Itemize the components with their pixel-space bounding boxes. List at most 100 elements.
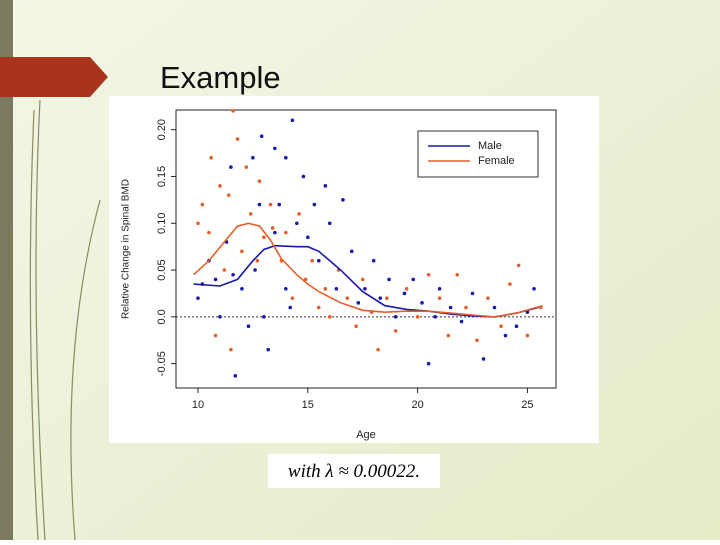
point: [371, 258, 376, 263]
plot: 10 15 20 25 -0.05 0.0 0.05 0.10 0.15 0.20 Age Relat…: [121, 109, 557, 441]
point: [312, 202, 317, 207]
point: [481, 357, 486, 361]
point: [213, 277, 218, 282]
y-tick-label: -0.05: [156, 351, 168, 376]
point: [525, 333, 530, 338]
point: [297, 212, 301, 216]
caption: with λ ≈ 0.00022.: [288, 461, 420, 482]
point: [411, 277, 416, 282]
point: [378, 296, 383, 300]
point: [316, 305, 321, 310]
point: [341, 198, 345, 202]
decor-lines: [29, 99, 101, 541]
point: [255, 258, 260, 263]
point: [248, 212, 253, 216]
point: [259, 134, 264, 139]
point: [207, 230, 211, 235]
title-arrow: [0, 57, 108, 97]
point: [290, 296, 295, 300]
point: [448, 305, 453, 310]
point: [262, 315, 266, 319]
point: [459, 319, 464, 324]
point: [213, 333, 218, 338]
point: [273, 230, 277, 235]
point: [508, 282, 512, 286]
slide-title: Example: [160, 60, 281, 95]
point: [209, 155, 213, 160]
point: [464, 305, 468, 310]
point: [437, 296, 442, 300]
point: [273, 146, 277, 151]
point: [360, 277, 365, 282]
point: [433, 315, 437, 319]
point: [251, 155, 255, 160]
point: [277, 202, 282, 207]
point: [196, 296, 200, 300]
point: [503, 333, 508, 338]
y-tick-label: 0.20: [156, 119, 168, 140]
point: [295, 221, 299, 226]
point: [323, 286, 328, 291]
point: [222, 268, 227, 272]
point: [310, 258, 314, 263]
point: [316, 258, 321, 263]
point: [284, 230, 288, 235]
point: [226, 193, 231, 197]
fit-line: [193, 244, 539, 318]
point: [231, 272, 235, 277]
point: [257, 202, 262, 207]
point: [235, 137, 240, 141]
point: [327, 315, 332, 319]
point: [268, 202, 273, 207]
point: [270, 226, 275, 230]
point: [262, 235, 266, 240]
point: [284, 286, 288, 291]
point: [303, 277, 308, 282]
point: [240, 286, 244, 291]
point: [246, 324, 251, 329]
x-axis-label: Age: [356, 429, 376, 441]
legend-box: [417, 130, 539, 178]
point: [376, 347, 380, 352]
point: [323, 184, 328, 188]
point: [393, 329, 398, 333]
caption-box: [268, 454, 440, 488]
point: [420, 301, 424, 305]
point: [470, 291, 475, 296]
x-tick-label: 10: [192, 399, 204, 411]
y-tick-label: 0.05: [156, 259, 168, 280]
point: [363, 286, 367, 291]
point: [393, 315, 398, 319]
point: [200, 202, 205, 207]
side-bar: [0, 0, 13, 540]
point: [486, 296, 490, 300]
x-tick-label: 25: [521, 399, 533, 411]
point: [387, 277, 391, 282]
y-axis-label: Relative Change in Spinal BMD: [121, 179, 132, 319]
point: [426, 272, 431, 277]
point: [475, 338, 479, 343]
point: [492, 305, 497, 310]
x-tick-label: 15: [302, 399, 314, 411]
point: [231, 109, 235, 113]
point: [532, 286, 536, 291]
point: [196, 221, 200, 226]
point: [233, 374, 238, 378]
legend-label: Female: [478, 155, 515, 167]
point: [499, 324, 503, 329]
point: [402, 291, 407, 296]
point: [345, 296, 350, 300]
point: [284, 155, 288, 160]
point: [290, 118, 295, 123]
point: [266, 347, 271, 352]
point: [404, 286, 409, 291]
point: [516, 263, 521, 268]
plot-frame: [175, 109, 557, 389]
point: [514, 324, 519, 329]
fit-line: [193, 222, 544, 318]
point: [334, 286, 339, 291]
point: [426, 361, 431, 366]
legend-label: Male: [478, 140, 502, 152]
